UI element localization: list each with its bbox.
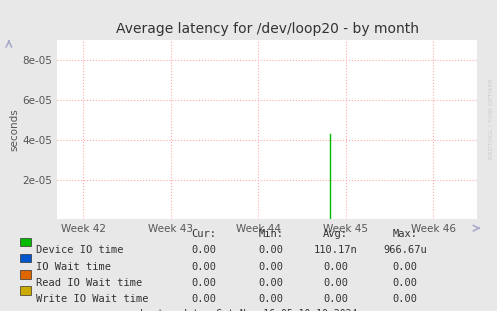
Text: 0.00: 0.00: [258, 262, 283, 272]
Text: 0.00: 0.00: [393, 294, 417, 304]
Text: 0.00: 0.00: [393, 278, 417, 288]
Text: IO Wait time: IO Wait time: [36, 262, 111, 272]
Text: RRDTOOL / TOBI OETIKER: RRDTOOL / TOBI OETIKER: [489, 78, 494, 159]
Text: Avg:: Avg:: [323, 229, 348, 239]
Text: Device IO time: Device IO time: [36, 245, 123, 255]
Text: Cur:: Cur:: [191, 229, 216, 239]
Title: Average latency for /dev/loop20 - by month: Average latency for /dev/loop20 - by mon…: [116, 22, 418, 36]
Text: Write IO Wait time: Write IO Wait time: [36, 294, 148, 304]
Text: 0.00: 0.00: [191, 245, 216, 255]
Text: 0.00: 0.00: [323, 262, 348, 272]
Text: Max:: Max:: [393, 229, 417, 239]
Text: 0.00: 0.00: [258, 278, 283, 288]
Text: 966.67u: 966.67u: [383, 245, 427, 255]
Text: 0.00: 0.00: [393, 262, 417, 272]
Text: 0.00: 0.00: [191, 262, 216, 272]
Text: 0.00: 0.00: [191, 294, 216, 304]
Text: 110.17n: 110.17n: [314, 245, 357, 255]
Text: 0.00: 0.00: [258, 245, 283, 255]
Text: Min:: Min:: [258, 229, 283, 239]
Text: 0.00: 0.00: [191, 278, 216, 288]
Y-axis label: seconds: seconds: [9, 109, 20, 151]
Text: Last update: Sat Nov 16 05:10:10 2024: Last update: Sat Nov 16 05:10:10 2024: [140, 309, 357, 311]
Text: Read IO Wait time: Read IO Wait time: [36, 278, 142, 288]
Text: 0.00: 0.00: [323, 294, 348, 304]
Text: 0.00: 0.00: [323, 278, 348, 288]
Text: 0.00: 0.00: [258, 294, 283, 304]
